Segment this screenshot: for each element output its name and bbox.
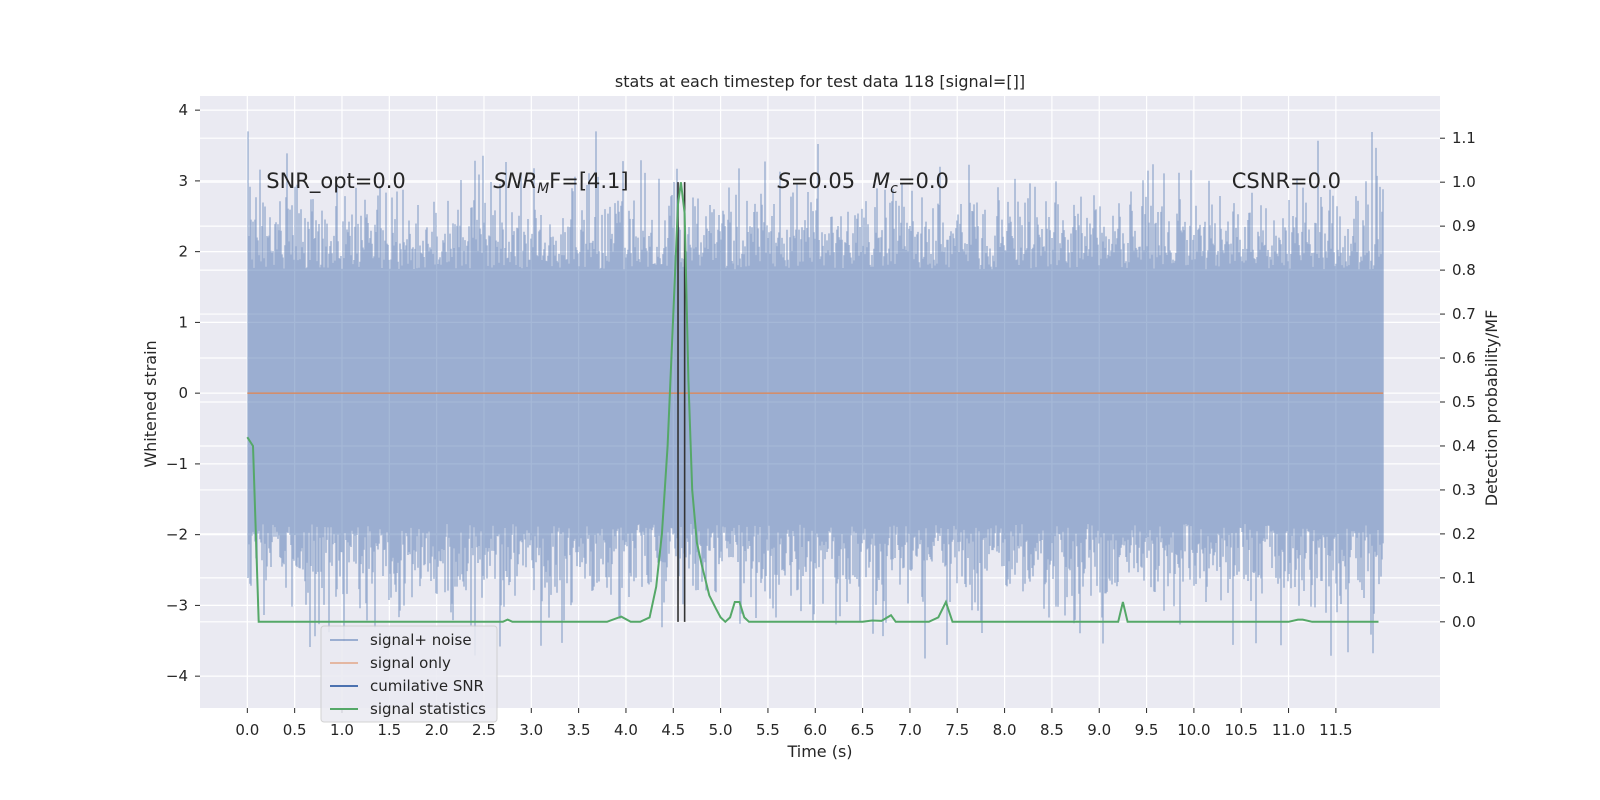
- annotation: SNRMF=[4.1]: [493, 169, 628, 197]
- y-left-tick-label: 1: [178, 313, 188, 331]
- y-right-tick-label: 1.1: [1452, 129, 1476, 147]
- x-tick-label: 7.5: [945, 721, 969, 739]
- chart-title: stats at each timestep for test data 118…: [615, 72, 1025, 91]
- legend-label-cumilative-snr: cumilative SNR: [370, 677, 484, 695]
- legend-label-signal-only: signal only: [370, 654, 451, 672]
- annotation: SNR_opt=0.0: [266, 169, 406, 194]
- y-right-tick-label: 1.0: [1452, 173, 1476, 191]
- x-tick-label: 10.0: [1177, 721, 1210, 739]
- x-tick-label: 0.5: [283, 721, 307, 739]
- annotations: SNR_opt=0.0 SNRMF=[4.1] S=0.05 Mc=0.0 CSNR=0…: [266, 169, 1341, 197]
- legend-label-signal-plus-noise: signal+ noise: [370, 631, 472, 649]
- x-tick-label: 0.0: [235, 721, 259, 739]
- y-axis-label-right: Detection probability/MF: [1482, 310, 1501, 507]
- y-right-tick-label: 0.0: [1452, 613, 1476, 631]
- x-axis-label: Time (s): [786, 742, 852, 761]
- x-tick-label: 6.5: [851, 721, 875, 739]
- x-tick-label: 11.0: [1272, 721, 1305, 739]
- y-right-tick-label: 0.5: [1452, 393, 1476, 411]
- x-tick-label: 9.0: [1087, 721, 1111, 739]
- y-right-tick-label: 0.1: [1452, 569, 1476, 587]
- y-axis-label-left: Whitened strain: [141, 340, 160, 467]
- x-tick-label: 2.0: [425, 721, 449, 739]
- x-axis-ticks: 0.0 0.5 1.0 1.5 2.0 2.5 3.0 3.5 4.0 4.5 5.0 5.5 6.0 6…: [235, 708, 1353, 739]
- y-left-tick-label: 4: [178, 101, 188, 119]
- x-tick-label: 3.0: [519, 721, 543, 739]
- x-tick-label: 2.5: [472, 721, 496, 739]
- x-tick-label: 4.5: [661, 721, 685, 739]
- x-tick-label: 10.5: [1225, 721, 1258, 739]
- y-left-tick-label: −3: [166, 596, 188, 614]
- x-tick-label: 3.5: [567, 721, 591, 739]
- y-left-tick-label: 0: [178, 384, 188, 402]
- x-tick-label: 8.0: [993, 721, 1017, 739]
- y-right-tick-label: 0.7: [1452, 305, 1476, 323]
- annotation: S=0.05: [777, 169, 855, 193]
- y-left-tick-label: −2: [166, 526, 188, 544]
- y-left-tick-label: 2: [178, 243, 188, 261]
- y-left-tick-label: 3: [178, 172, 188, 190]
- y-right-tick-label: 0.2: [1452, 525, 1476, 543]
- x-tick-label: 7.0: [898, 721, 922, 739]
- x-tick-label: 5.5: [756, 721, 780, 739]
- y-right-tick-label: 0.6: [1452, 349, 1476, 367]
- y-left-tick-label: −4: [166, 667, 188, 685]
- legend-label-signal-statistics: signal statistics: [370, 700, 486, 718]
- y-axis-left-ticks: −4 −3 −2 −1 0 1 2 3 4: [166, 101, 200, 685]
- legend-box: [320, 625, 498, 723]
- x-tick-label: 4.0: [614, 721, 638, 739]
- y-right-tick-label: 0.9: [1452, 217, 1476, 235]
- x-tick-label: 1.5: [377, 721, 401, 739]
- x-tick-label: 6.0: [803, 721, 827, 739]
- annotation: Mc=0.0: [872, 169, 949, 197]
- y-right-tick-label: 0.3: [1452, 481, 1476, 499]
- x-tick-label: 11.5: [1319, 721, 1352, 739]
- y-right-tick-label: 0.8: [1452, 261, 1476, 279]
- series-signal-plus-noise: [247, 131, 1384, 659]
- series-signal-statistics: [246, 182, 1379, 624]
- y-left-tick-label: −1: [166, 455, 188, 473]
- x-tick-label: 5.0: [709, 721, 733, 739]
- x-tick-label: 9.5: [1135, 721, 1159, 739]
- x-tick-label: 1.0: [330, 721, 354, 739]
- y-right-tick-label: 0.4: [1452, 437, 1476, 455]
- annotation: CSNR=0.0: [1232, 169, 1341, 193]
- x-tick-label: 8.5: [1040, 721, 1064, 739]
- y-axis-right-ticks: 0.0 0.1 0.2 0.3 0.4 0.5 0.6 0.7 0.8 0.9 1.0 1.1: [1440, 129, 1476, 631]
- plot-area: [246, 131, 1384, 659]
- legend: signal+ noise signal only cumilative SNR…: [320, 625, 498, 723]
